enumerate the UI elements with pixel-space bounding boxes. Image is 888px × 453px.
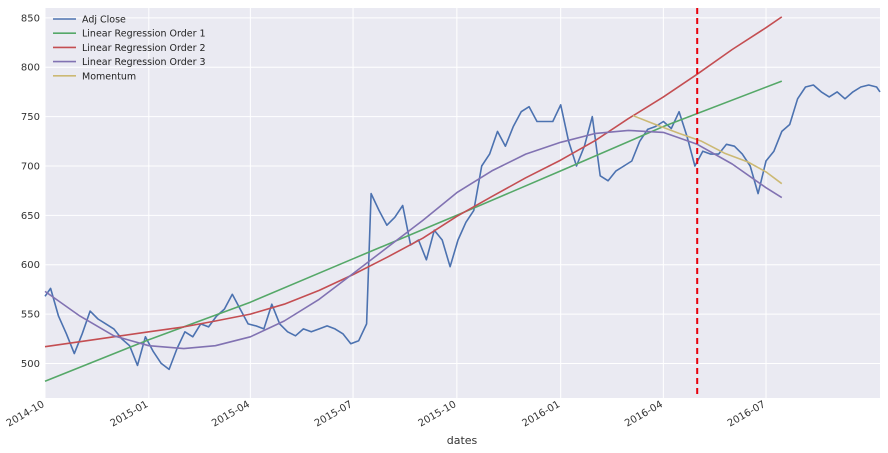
x-axis-title: dates bbox=[447, 434, 478, 447]
legend-label-adj-close: Adj Close bbox=[82, 15, 126, 26]
y-tick-label: 750 bbox=[21, 112, 40, 123]
x-tick-label: 2016-07 bbox=[726, 399, 768, 429]
y-tick-label: 850 bbox=[21, 13, 40, 24]
legend-label-linear-regression-order-2: Linear Regression Order 2 bbox=[82, 43, 206, 54]
series-line-linear-regression-order-3 bbox=[44, 129, 783, 350]
y-tick-labels: 500 550 600 650 700 750 800 850 bbox=[21, 13, 40, 370]
y-tick-label: 800 bbox=[21, 63, 40, 74]
y-tick-label: 650 bbox=[21, 211, 40, 222]
y-tick-label: 550 bbox=[21, 310, 40, 321]
gridlines bbox=[44, 8, 880, 398]
legend: Adj Close Linear Regression Order 1 Linear… bbox=[53, 15, 206, 82]
y-tick-label: 500 bbox=[21, 359, 40, 370]
x-tick-label: 2015-04 bbox=[210, 399, 252, 429]
legend-label-linear-regression-order-1: Linear Regression Order 1 bbox=[82, 29, 206, 40]
x-tick-label: 2015-01 bbox=[109, 399, 151, 429]
series-line-linear-regression-order-1 bbox=[44, 80, 783, 382]
x-tick-label: 2014-10 bbox=[5, 399, 47, 429]
y-tick-label: 600 bbox=[21, 260, 40, 271]
legend-label-momentum: Momentum bbox=[82, 71, 136, 82]
legend-label-linear-regression-order-3: Linear Regression Order 3 bbox=[82, 57, 206, 68]
series-line-adj-close bbox=[44, 84, 881, 371]
series-line-linear-regression-order-2 bbox=[44, 16, 783, 348]
series-line-momentum bbox=[632, 114, 783, 185]
series-lines bbox=[44, 8, 881, 398]
y-tick-label: 700 bbox=[21, 161, 40, 172]
x-tick-label: 2015-07 bbox=[313, 399, 355, 429]
x-tick-label: 2016-04 bbox=[623, 399, 665, 429]
x-tick-label: 2015-10 bbox=[417, 399, 459, 429]
x-tick-labels: 2014-10 2015-01 2015-04 2015-07 2015-10 2016-… bbox=[5, 399, 768, 429]
x-tick-label: 2016-01 bbox=[520, 399, 562, 429]
